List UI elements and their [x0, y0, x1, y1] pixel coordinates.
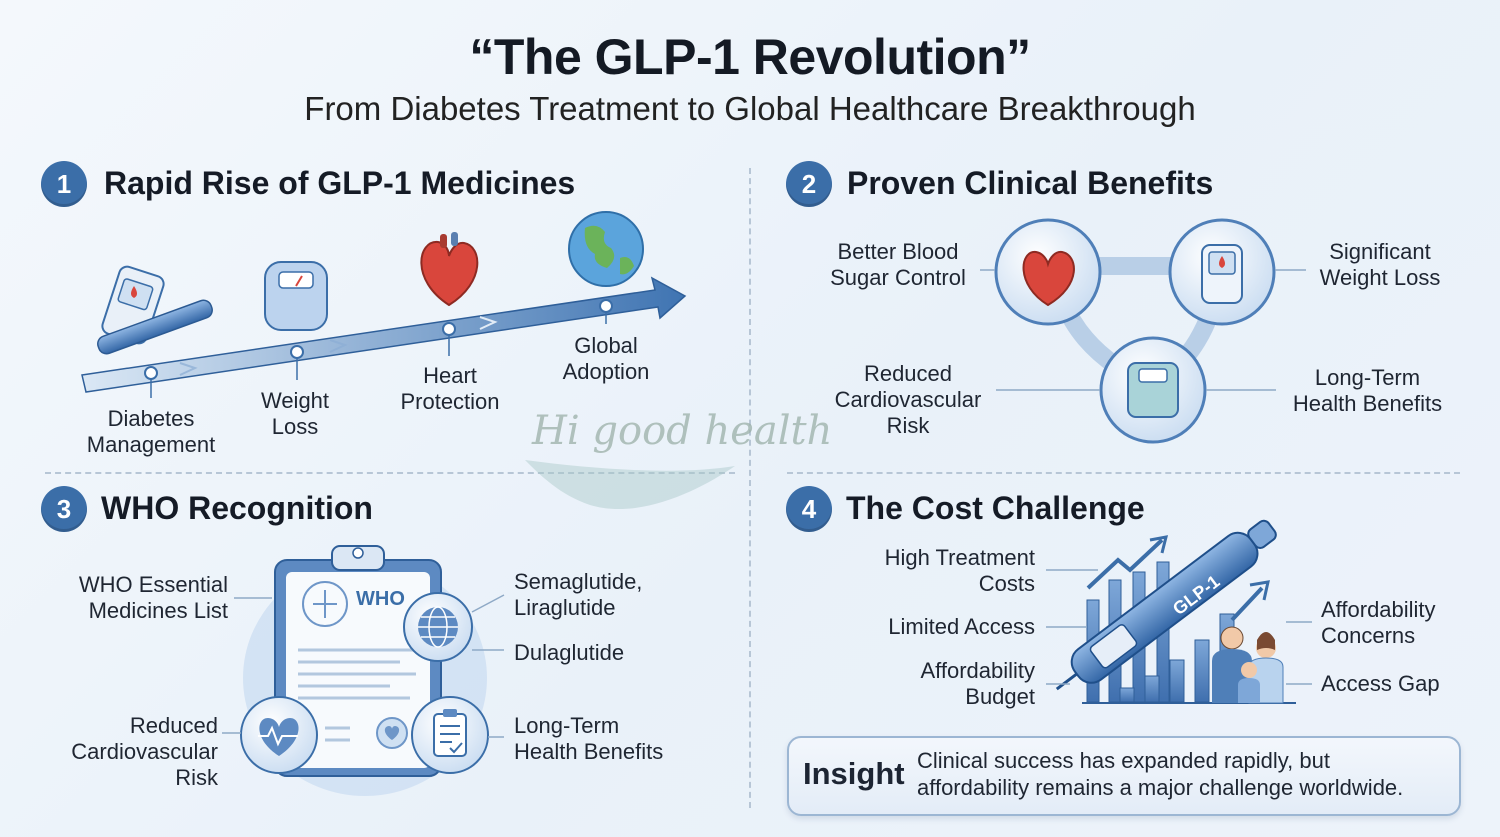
scale-orb-icon [1127, 362, 1179, 418]
insight-box [787, 736, 1461, 816]
who-label-cardiovascular: Reduced Cardiovascular Risk [71, 713, 218, 790]
cost-label-budget: Affordability Budget [920, 658, 1035, 709]
horizontal-divider-right [787, 472, 1460, 474]
heart-icon [420, 232, 479, 307]
benefit-label-weight-loss: Significant Weight Loss [1319, 239, 1441, 290]
benefit-label-blood-sugar: Better Blood Sugar Control [830, 239, 966, 290]
benefit-label-long-term: Long-Term Health Benefits [1292, 365, 1443, 416]
milestone-label: Heart Protection [400, 363, 500, 414]
section-number-2: 2 [786, 161, 832, 207]
heartbeat-icon [240, 696, 318, 774]
horizontal-divider-left [45, 472, 735, 474]
clipboard-check-icon [411, 696, 489, 774]
milestone-label: Diabetes Management [86, 406, 216, 457]
section-number-1: 1 [41, 161, 87, 207]
vertical-divider [749, 168, 751, 808]
watermark-leaf [525, 460, 735, 510]
who-label-essential-list: WHO Essential Medicines List [78, 572, 228, 623]
glucose-meter-pen-icon [97, 265, 213, 355]
heart-orb-icon [1022, 250, 1075, 307]
who-label-drugs: Semaglutide, Liraglutide [514, 569, 643, 620]
section-number-4: 4 [786, 486, 832, 532]
trend-arrow-icon [1086, 535, 1270, 622]
section-title-clinical-benefits: Proven Clinical Benefits [847, 165, 1214, 201]
scale-icon [264, 261, 328, 331]
page-title: “The GLP-1 Revolution” [469, 29, 1031, 85]
section-number-3: 3 [41, 486, 87, 532]
timeline-arrow [81, 276, 687, 393]
family-icon [1212, 626, 1284, 704]
section-title-cost-challenge: The Cost Challenge [846, 490, 1145, 526]
cost-label-access-gap: Access Gap [1321, 671, 1440, 696]
glp1-pen-icon [1055, 519, 1277, 691]
who-label-dulaglutide: Dulaglutide [514, 640, 625, 665]
clipboard-who-label: WHO [356, 588, 405, 610]
cost-label-high-costs: High Treatment Costs [884, 545, 1035, 596]
watermark-text: Hi good health [532, 408, 833, 454]
section-title-who-recognition: WHO Recognition [101, 490, 373, 526]
who-label-long-term: Long-Term Health Benefits [514, 713, 664, 764]
benefit-label-cardiovascular: Reduced Cardiovascular Risk [834, 361, 982, 438]
section-title-rapid-rise: Rapid Rise of GLP-1 Medicines [104, 165, 576, 201]
cost-label-limited-access: Limited Access [888, 614, 1035, 639]
insight-title: Insight [803, 756, 905, 791]
page-subtitle: From Diabetes Treatment to Global Health… [304, 90, 1196, 127]
milestone-label: Weight Loss [260, 388, 330, 439]
globe-icon [568, 211, 644, 287]
milestone-label: Global Adoption [562, 333, 650, 384]
insight-text: Clinical success has expanded rapidly, b… [917, 748, 1404, 800]
cost-label-concerns: Affordability Concerns [1321, 597, 1436, 648]
globe-grid-icon [403, 592, 473, 662]
glucose-meter-icon [1201, 244, 1243, 304]
